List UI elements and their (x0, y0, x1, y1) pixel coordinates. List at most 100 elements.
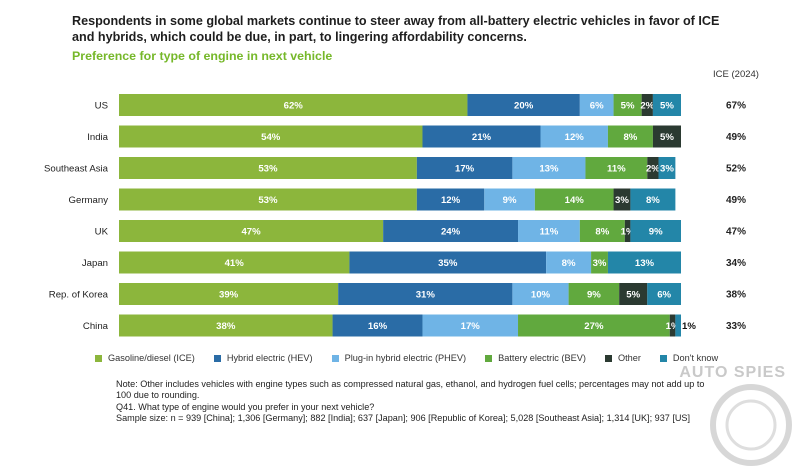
category-label: Japan (82, 258, 108, 269)
data-label: 38% (216, 321, 236, 332)
bar-segment (568, 283, 620, 305)
bar-segment (332, 314, 423, 337)
data-label: 2% (646, 164, 660, 175)
data-label: 1% (621, 227, 635, 238)
chart-title: Respondents in some global markets conti… (72, 14, 720, 44)
sample-size-text: Sample size: n = 939 [China]; 1,306 [Ger… (116, 412, 691, 423)
bar-segment (607, 125, 653, 148)
category-label: Germany (69, 195, 109, 206)
bar-segment (338, 283, 513, 305)
bar-segment (467, 94, 580, 116)
data-label: 10% (531, 290, 551, 301)
legend-label: Hybrid electric (HEV) (226, 353, 313, 363)
ice-2024-value: 34% (726, 258, 746, 269)
bar-segment (630, 188, 676, 211)
bar-segment (416, 157, 513, 179)
data-label: 21% (472, 132, 492, 143)
bar-segment (579, 94, 614, 116)
data-label: 11% (607, 164, 626, 175)
bar-segment (534, 188, 614, 211)
data-label: 5% (660, 132, 674, 143)
bar-segment (613, 188, 631, 211)
bar-segment (630, 220, 681, 242)
bar-segment (607, 251, 681, 274)
data-label: 2% (640, 101, 654, 112)
data-label: 53% (258, 164, 278, 175)
bar-segment (422, 125, 541, 148)
data-label: 27% (584, 321, 604, 332)
data-label: 5% (660, 101, 674, 112)
bar-segment (119, 220, 384, 242)
data-label: 31% (416, 290, 436, 301)
data-label: 11% (540, 227, 559, 238)
data-label: 5% (621, 101, 635, 112)
bar-segment (546, 251, 592, 274)
bar-segment (518, 314, 670, 337)
data-label: 12% (441, 195, 461, 206)
data-label: 39% (219, 290, 239, 301)
bar-segment (119, 157, 417, 179)
legend-swatch (213, 354, 221, 362)
data-label: 35% (438, 258, 458, 269)
category-label: India (87, 132, 108, 143)
footnotes: Note: Other includes vehicles with engin… (116, 379, 716, 424)
chart-subtitle: Preference for type of engine in next ve… (72, 49, 333, 63)
bar-segment (484, 188, 535, 211)
bar-segment (383, 220, 519, 242)
category-label: Rep. of Korea (49, 290, 109, 301)
watermark-logo-icon (710, 384, 792, 466)
bar-segment (349, 251, 547, 274)
legend-label: Other (617, 353, 641, 363)
legend-item: Plug-in hybrid electric (PHEV) (331, 353, 467, 363)
bar-segment (422, 314, 519, 337)
data-label: 3% (593, 258, 607, 269)
bar-segment (641, 94, 653, 116)
data-label: 3% (660, 164, 674, 175)
data-label: 20% (514, 101, 534, 112)
data-label: 5% (626, 290, 640, 301)
data-label: 12% (565, 132, 585, 143)
bar-segment (540, 125, 608, 148)
data-label: 53% (258, 195, 278, 206)
data-label: 1% (666, 321, 680, 332)
data-label: 17% (461, 321, 481, 332)
bar-segment (647, 283, 681, 305)
bar-segment (619, 283, 648, 305)
legend-label: Battery electric (BEV) (498, 353, 586, 363)
bar-segment (675, 314, 681, 337)
bar-segment (119, 314, 333, 337)
data-label: 14% (565, 195, 585, 206)
data-label: 9% (503, 195, 517, 206)
legend-label: Plug-in hybrid electric (PHEV) (344, 353, 467, 363)
ice-2024-value: 38% (726, 290, 746, 301)
legend-item: Battery electric (BEV) (485, 353, 586, 363)
data-label: 9% (649, 227, 663, 238)
legend-swatch (485, 354, 493, 362)
bar-segment (585, 157, 648, 179)
bar-segment (119, 188, 417, 211)
data-label: 8% (562, 258, 576, 269)
bar-segment (658, 157, 676, 179)
legend-item: Don't know (659, 353, 719, 363)
bar-segment (512, 283, 569, 305)
bar-segment (613, 94, 642, 116)
legend-label: Gasoline/diesel (ICE) (108, 353, 195, 363)
ice-2024-value: 52% (726, 164, 746, 175)
legend-label: Don't know (672, 353, 719, 363)
data-label: 3% (615, 195, 629, 206)
data-label: 9% (587, 290, 601, 301)
category-label: UK (95, 227, 109, 238)
bar-segment (518, 220, 580, 242)
legend-swatch (659, 354, 667, 362)
note-text: Note: Other includes vehicles with engin… (116, 379, 705, 401)
data-label: 8% (646, 195, 660, 206)
ice-2024-value: 49% (726, 195, 746, 206)
chart-legend: Gasoline/diesel (ICE) Hybrid electric (HE… (95, 351, 737, 365)
bar-segment (119, 251, 350, 274)
data-label: 24% (441, 227, 461, 238)
data-label: 47% (241, 227, 261, 238)
stacked-bar-chart: ICE (2024) US 62% 20% 6% 5% 2% 5% 67% India 54% 21%… (44, 69, 759, 337)
data-label: 17% (455, 164, 475, 175)
bar-segment (416, 188, 485, 211)
data-label: 8% (595, 227, 609, 238)
